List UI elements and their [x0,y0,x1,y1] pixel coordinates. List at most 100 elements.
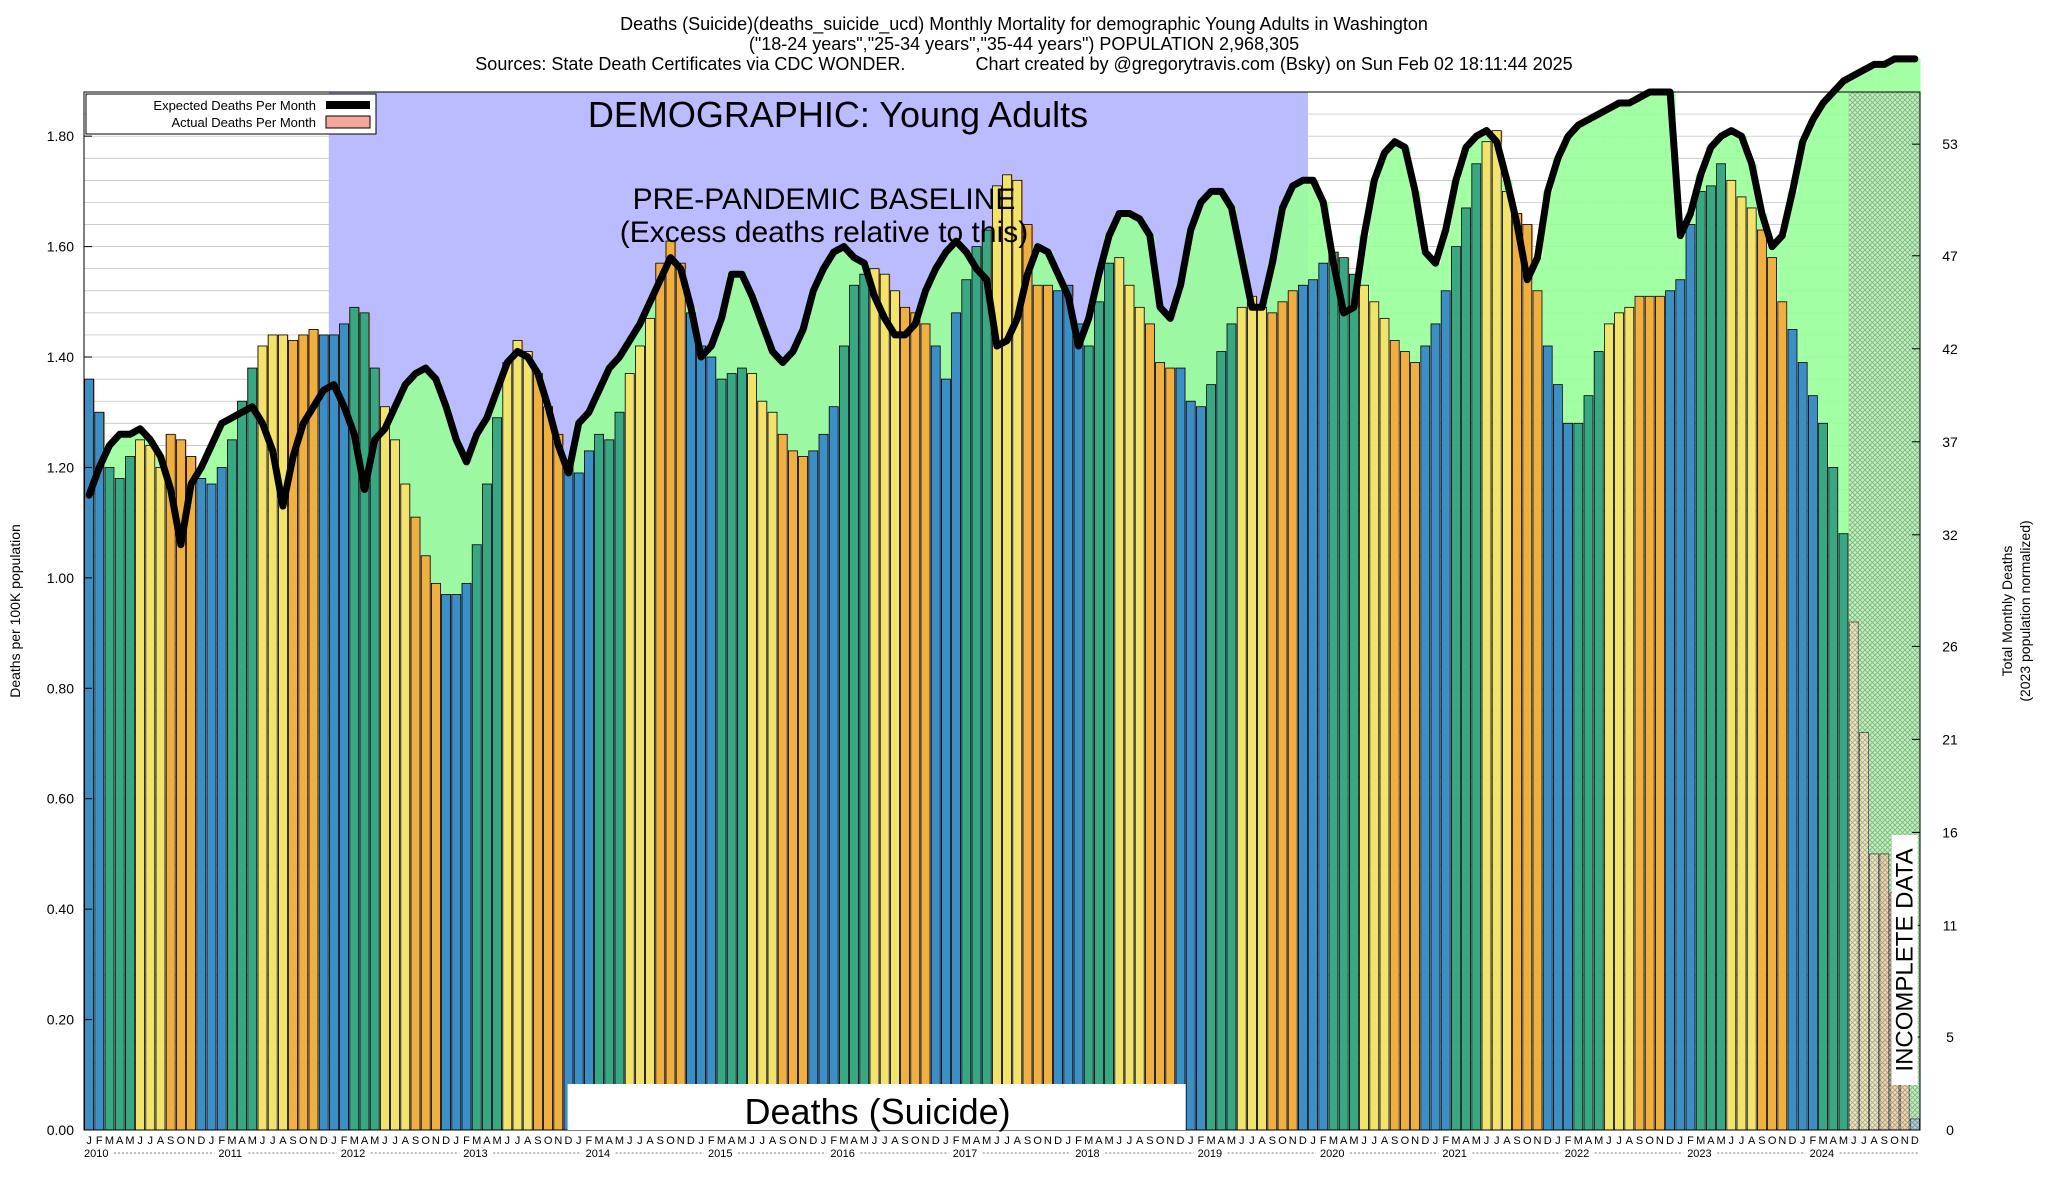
bar [1838,533,1849,1131]
deficit-area [135,428,146,440]
deficit-area [1410,191,1421,363]
x-tick-label: F [218,1135,225,1147]
legend-expected-swatch [326,101,370,109]
bar [930,345,941,1131]
bar [706,356,717,1131]
x-tick-label: O [789,1135,798,1147]
bar [481,483,492,1131]
bar [441,594,452,1131]
bar [471,544,482,1131]
bar [941,378,951,1131]
bar [1675,279,1686,1131]
x-year-label: 2016 [830,1148,854,1160]
deficit-area [104,445,116,468]
bar [1349,273,1359,1131]
x-tick-label: M [1819,1135,1828,1147]
x-tick-label: M [860,1135,869,1147]
bar [1573,422,1584,1131]
deficit-area [747,296,758,374]
bar [226,439,237,1131]
x-tick-label: J [1117,1135,1123,1147]
bar [573,472,584,1131]
bar [328,334,339,1131]
deficit-area [1563,136,1574,424]
bar [1491,130,1502,1131]
bar [1114,257,1125,1131]
y-tick-label: 0.80 [47,680,74,696]
deficit-area [1124,213,1136,286]
x-tick-label: J [1739,1135,1745,1147]
bar [308,329,319,1131]
deficit-area [1818,103,1829,424]
deficit-area [1287,185,1299,291]
deficit-area [1195,202,1207,407]
deficit-area [583,412,595,451]
bar [339,323,350,1131]
x-tick-label: M [1696,1135,1705,1147]
deficit-area [1083,318,1095,346]
x-tick-label: A [402,1135,410,1147]
x-tick-label: J [454,1135,460,1147]
bar [1134,306,1145,1131]
bar [1451,246,1461,1131]
x-tick-label: D [932,1135,940,1147]
bar [1757,229,1767,1131]
bar [1736,196,1747,1131]
bar [512,340,523,1131]
bar [808,450,819,1131]
x-tick-label: N [554,1135,562,1147]
x-year-label: 2014 [586,1148,610,1160]
y-axis-label: Deaths per 100K population [7,524,23,698]
bar [1614,312,1624,1131]
x-tick-label: N [1656,1135,1664,1147]
bar [1400,351,1410,1131]
deficit-area [481,417,493,485]
incomplete-data-label: INCOMPLETE DATA [1892,848,1919,1071]
x-tick-label: A [850,1135,858,1147]
y2-axis-label: Total Monthly Deaths [1999,546,2015,677]
bar [910,312,921,1131]
bar [1236,306,1247,1131]
deficit-area [624,340,636,374]
deficit-area [1359,235,1370,286]
x-tick-label: J [270,1135,276,1147]
bar [1471,163,1482,1131]
bar [502,362,513,1131]
bar [257,345,268,1131]
bar [981,229,992,1131]
deficit-area [1297,180,1309,286]
x-tick-label: J [1678,1135,1684,1147]
x-tick-label: S [1636,1135,1643,1147]
bar [879,273,890,1131]
x-tick-label: M [1105,1135,1114,1147]
x-tick-label: D [320,1135,328,1147]
x-tick-label: M [615,1135,624,1147]
bar [624,373,635,1131]
x-tick-label: M [982,1135,991,1147]
x-tick-label: D [687,1135,695,1147]
x-tick-label: J [1372,1135,1378,1147]
x-tick-label: D [1666,1135,1674,1147]
bar [1726,179,1737,1131]
x-tick-label: A [483,1135,491,1147]
bar [1430,323,1441,1131]
bar [1746,207,1757,1131]
bar [94,411,105,1131]
x-tick-label: F [830,1135,837,1147]
x-year-label: 2010 [84,1148,108,1160]
x-tick-label: D [809,1135,817,1147]
x-tick-label: S [1269,1135,1276,1147]
deficit-area [1716,136,1727,164]
x-tick-label: A [1014,1135,1022,1147]
deficit-area [604,368,615,440]
deficit-area [1767,246,1778,258]
deficit-area [1532,257,1544,291]
x-tick-label: M [1574,1135,1583,1147]
bar [114,478,125,1131]
x-tick-label: J [515,1135,521,1147]
bar [726,373,737,1131]
x-tick-label: M [717,1135,726,1147]
cause-label-box [567,1084,1186,1130]
x-tick-label: J [1127,1135,1133,1147]
